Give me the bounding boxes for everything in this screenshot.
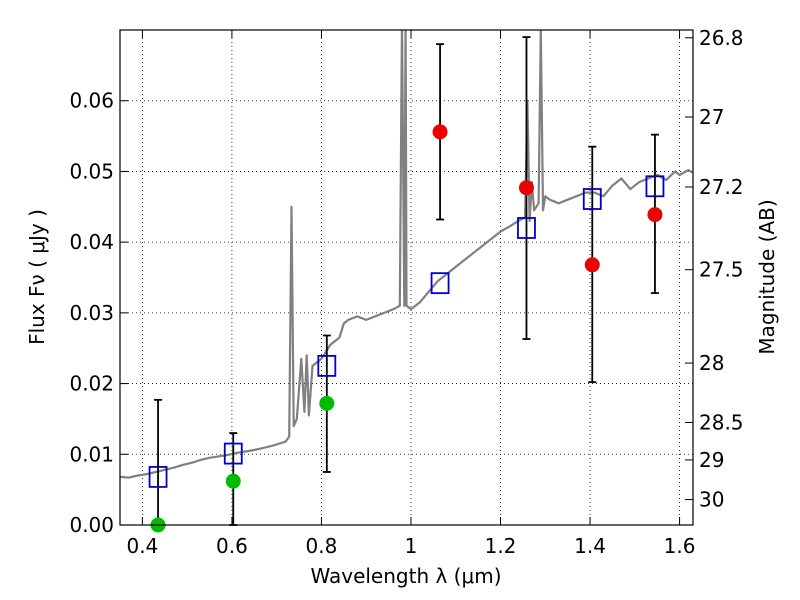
model-point <box>430 272 450 295</box>
grid <box>120 30 693 526</box>
right-tick-label: 28 <box>699 351 724 375</box>
model-point <box>223 442 243 465</box>
y-tick-label: 0.06 <box>69 89 114 113</box>
markers <box>148 36 665 533</box>
right-tick-label: 27.2 <box>699 175 744 199</box>
y-tick-label: 0.02 <box>69 372 114 396</box>
right-tick-label: 28.5 <box>699 410 744 434</box>
red-detection-point <box>518 180 534 196</box>
model-point <box>582 188 602 210</box>
red-detection-point <box>647 207 663 223</box>
y-axis-label: Flux Fν ( μJy ) <box>25 209 49 345</box>
x-tick-label: 1 <box>405 534 418 558</box>
x-tick-label: 1.6 <box>664 534 696 558</box>
y-tick-label: 0.01 <box>69 442 114 466</box>
right-tick-label: 29 <box>699 448 724 472</box>
x-tick-label: 0.6 <box>216 534 248 558</box>
spectrum-line <box>120 30 693 479</box>
red-detection-point <box>584 257 600 273</box>
model-point <box>148 466 168 488</box>
model-point <box>517 217 536 239</box>
model-point <box>645 175 665 198</box>
red-detection-point <box>432 124 448 140</box>
plot-frame <box>119 29 694 526</box>
green-detection-point <box>319 395 335 411</box>
right-tick-label: 30 <box>699 488 724 512</box>
right-tick-label: 26.8 <box>699 26 744 50</box>
x-tick-label: 1.2 <box>485 534 517 558</box>
axis-ticks: 0.4 0.6 0.8 1 1.2 1.4 1.6 0.00 0.01 0.02 0.03 0.04 0… <box>69 26 743 558</box>
y-tick-label: 0.05 <box>69 159 114 183</box>
plot-area <box>120 30 693 479</box>
right-tick-label: 27.5 <box>699 258 744 282</box>
y-tick-label: 0.00 <box>69 513 114 537</box>
y-tick-label: 0.04 <box>69 230 114 254</box>
x-tick-label: 0.4 <box>126 534 158 558</box>
x-tick-label: 1.4 <box>574 534 606 558</box>
green-detection-point <box>225 473 241 489</box>
right-tick-label: 27 <box>699 105 724 129</box>
x-axis-label: Wavelength λ (μm) <box>310 564 501 588</box>
model-point <box>317 354 337 377</box>
y-axis-right-label: Magnitude (AB) <box>755 199 779 354</box>
x-tick-label: 0.8 <box>306 534 338 558</box>
y-tick-label: 0.03 <box>69 301 114 325</box>
